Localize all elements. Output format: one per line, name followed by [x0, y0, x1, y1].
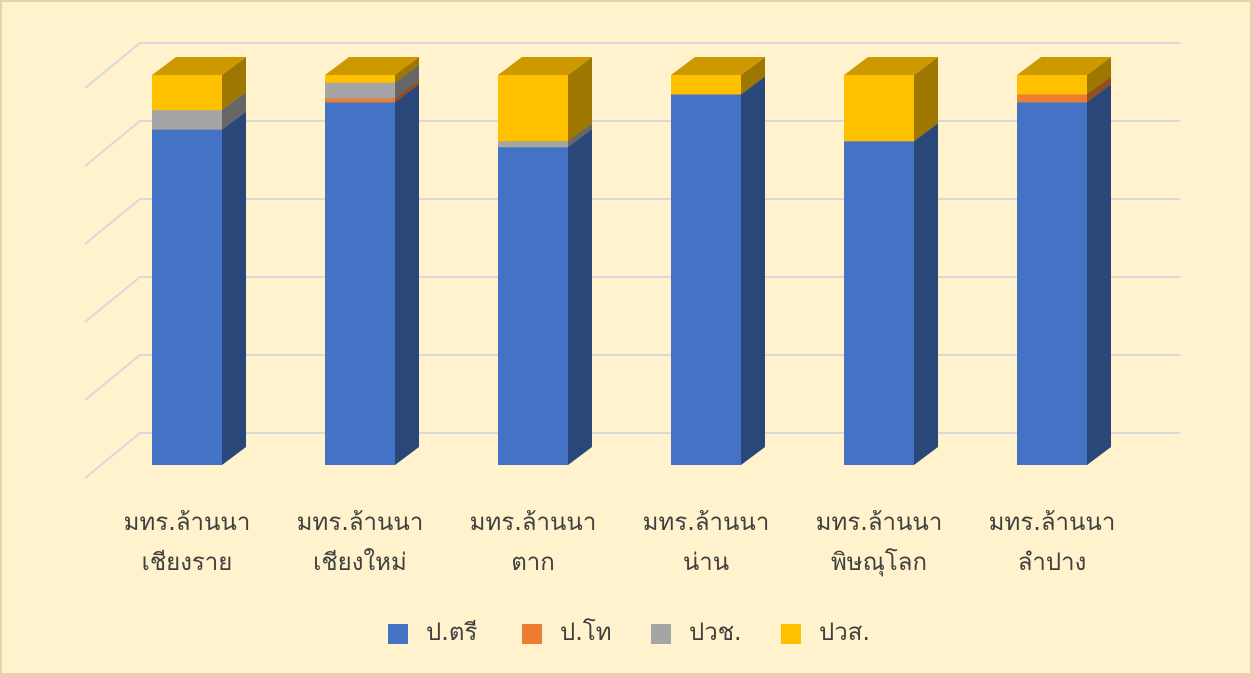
bar-top	[498, 57, 592, 75]
bar-top	[671, 57, 765, 75]
bar-segment	[152, 75, 222, 111]
grid-line	[84, 432, 1180, 479]
bar-segment	[671, 75, 741, 95]
legend-swatch	[388, 624, 408, 644]
bar-top	[325, 57, 419, 75]
bar-top	[844, 57, 938, 75]
bar-side	[568, 129, 592, 465]
bar-segment	[1017, 102, 1087, 466]
bar-side	[1087, 76, 1111, 103]
x-tick-label: ตาก	[511, 548, 555, 576]
bar-side	[222, 57, 246, 111]
bar-side	[1087, 84, 1111, 466]
bar-segment	[844, 141, 914, 466]
x-tick-label: เชียงราย	[142, 548, 233, 576]
bar-segment	[325, 75, 395, 83]
bar-side	[914, 123, 938, 466]
bar-segment	[325, 82, 395, 99]
bar-top	[1017, 57, 1111, 75]
bar-segment	[1017, 94, 1087, 103]
bar-side	[741, 57, 765, 95]
bar-segment	[152, 110, 222, 130]
legend-label: ป.ตรี	[426, 618, 477, 646]
legend-label: ป.โท	[560, 618, 612, 646]
bar-segment	[325, 98, 395, 103]
bar-side	[568, 57, 592, 142]
bar-side	[914, 57, 938, 142]
x-tick-label: ลำปาง	[1018, 548, 1087, 576]
x-tick-label: น่าน	[683, 548, 729, 576]
x-tick-label: มทร.ล้านนา	[470, 508, 597, 536]
bar-segment	[325, 102, 395, 466]
x-tick-label: มทร.ล้านนา	[816, 508, 943, 536]
bar-segment	[498, 75, 568, 142]
bar-side	[395, 80, 419, 103]
legend-swatch	[651, 624, 671, 644]
grid-line	[84, 354, 1180, 401]
bar-segment	[671, 94, 741, 465]
bar-side	[395, 64, 419, 99]
x-tick-label: มทร.ล้านนา	[643, 508, 770, 536]
bar-segment	[1017, 75, 1087, 95]
bar-top	[152, 57, 246, 75]
bar-side	[222, 111, 246, 465]
x-tick-label: มทร.ล้านนา	[297, 508, 424, 536]
bar-side	[395, 84, 419, 466]
bar-segment	[152, 129, 222, 465]
legend-label: ปวส.	[819, 618, 870, 646]
x-tick-label: มทร.ล้านนา	[124, 508, 251, 536]
legend-swatch	[522, 624, 542, 644]
legend-swatch	[781, 624, 801, 644]
bar-segment	[498, 141, 568, 148]
bar-segment	[498, 147, 568, 465]
legend-label: ปวช.	[689, 618, 742, 646]
x-tick-label: มทร.ล้านนา	[989, 508, 1116, 536]
bar-side	[222, 92, 246, 130]
grid-line	[84, 198, 1180, 245]
x-tick-label: พิษณุโลก	[831, 548, 927, 577]
grid-line	[84, 42, 1180, 89]
bar-side	[741, 76, 765, 465]
bar-side	[568, 123, 592, 148]
bar-side	[1087, 57, 1111, 95]
bar-segment	[844, 75, 914, 142]
grid-line	[84, 120, 1180, 167]
bar-side	[395, 57, 419, 83]
grid-line	[84, 276, 1180, 323]
x-tick-label: เชียงใหม่	[313, 548, 407, 576]
